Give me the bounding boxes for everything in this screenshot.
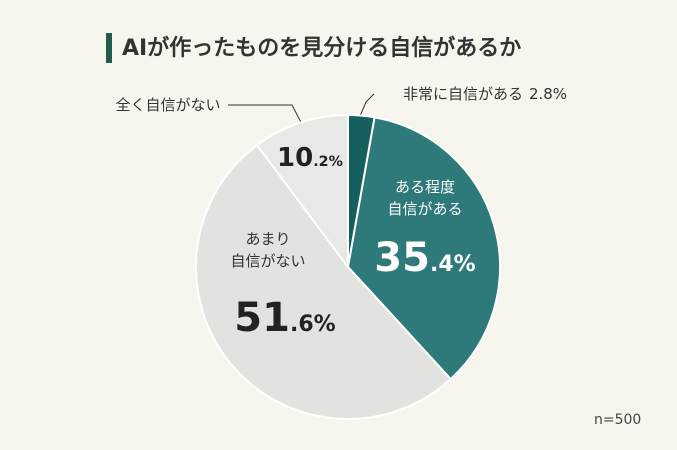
title-accent (106, 33, 112, 63)
slice-label: 非常に自信がある (403, 85, 524, 103)
sample-note: n=500 (594, 412, 642, 428)
pie-slice (255, 113, 349, 271)
slice-label: ある程度 自信がある (387, 178, 463, 218)
value-label: 51.6% (234, 295, 336, 341)
slice-label: あまり 自信がない (230, 230, 306, 270)
value-label: 10.2% (277, 143, 343, 173)
slice-label: 全く自信がない (115, 96, 221, 114)
pie-slice (195, 143, 453, 420)
leader-line (359, 93, 375, 117)
value-label: 35.4% (374, 235, 476, 281)
chart-title: AIが作ったものを見分ける自信があるか (122, 36, 522, 61)
pie-slice (346, 116, 501, 381)
value-label: 2.8% (528, 85, 568, 103)
